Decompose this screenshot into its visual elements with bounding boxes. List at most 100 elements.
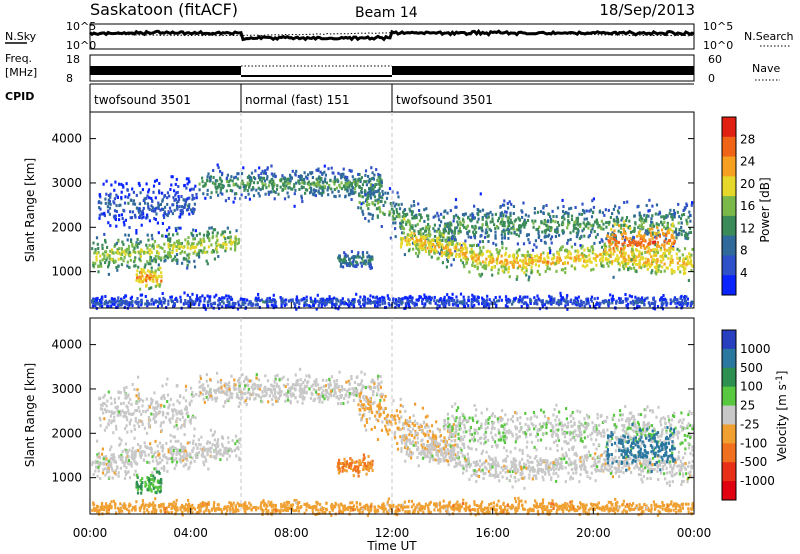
scatter-cell — [640, 256, 643, 260]
scatter-cell — [676, 301, 679, 305]
scatter-cell — [226, 451, 229, 455]
scatter-cell — [500, 260, 504, 264]
scatter-cell — [145, 483, 148, 486]
scatter-cell — [562, 229, 565, 233]
scatter-cell — [677, 233, 680, 237]
scatter-cell — [511, 261, 514, 265]
scatter-cell — [515, 277, 518, 281]
scatter-cell — [685, 233, 688, 237]
scatter-cell — [192, 234, 195, 238]
scatter-cell — [608, 248, 611, 252]
scatter-cell — [229, 295, 233, 299]
scatter-cell — [557, 302, 560, 306]
scatter-cell — [163, 455, 166, 459]
scatter-cell — [412, 200, 415, 204]
scatter-cell — [120, 247, 123, 251]
scatter-cell — [415, 236, 418, 240]
scatter-cell — [499, 205, 502, 209]
scatter-cell — [225, 246, 228, 250]
scatter-cell — [684, 231, 687, 235]
scatter-cell — [202, 184, 205, 188]
scatter-cell — [186, 259, 189, 263]
scatter-cell — [643, 213, 646, 217]
scatter-cell — [643, 264, 646, 268]
scatter-cell — [288, 181, 291, 185]
scatter-cell — [243, 297, 246, 301]
scatter-cell — [135, 241, 138, 245]
scatter-cell — [246, 298, 249, 302]
scatter-cell — [169, 295, 172, 299]
scatter-cell — [679, 217, 683, 221]
scatter-cell — [125, 299, 128, 303]
scatter-cell — [183, 205, 186, 209]
scatter-cell — [108, 299, 111, 303]
scatter-cell — [237, 300, 240, 304]
scatter-cell — [400, 219, 403, 223]
scatter-cell — [399, 221, 402, 225]
scatter-cell — [276, 184, 279, 188]
scatter-cell — [201, 239, 204, 243]
scatter-cell — [228, 300, 231, 304]
scatter-cell — [490, 300, 493, 304]
scatter-cell — [160, 481, 163, 485]
scatter-cell — [315, 168, 318, 172]
scatter-cell — [418, 209, 421, 212]
scatter-cell — [140, 482, 143, 486]
scatter-cell — [462, 256, 465, 260]
scatter-cell — [191, 193, 194, 197]
scatter-cell — [190, 187, 193, 191]
scatter-cell — [433, 299, 436, 303]
scatter-cell — [254, 169, 257, 173]
scatter-cell — [466, 224, 469, 228]
scatter-cell — [473, 204, 476, 208]
scatter-cell — [323, 303, 326, 307]
scatter-cell — [175, 205, 179, 209]
scatter-cell — [323, 298, 326, 302]
scatter-cell — [413, 240, 416, 244]
scatter-cell — [625, 224, 628, 228]
scatter-cell — [411, 296, 414, 300]
scatter-cell — [337, 171, 340, 175]
scatter-cell — [451, 242, 454, 246]
scatter-cell — [666, 231, 669, 235]
scatter-cell — [588, 257, 591, 261]
scatter-cell — [609, 293, 612, 297]
scatter-cell — [439, 298, 442, 302]
scatter-cell — [154, 275, 157, 278]
scatter-cell — [454, 246, 458, 250]
scatter-cell — [446, 236, 449, 240]
scatter-cell — [399, 236, 403, 240]
scatter-cell — [157, 274, 160, 278]
scatter-cell — [450, 263, 453, 267]
scatter-cell — [146, 215, 149, 219]
scatter-cell — [151, 482, 154, 486]
scatter-cell — [521, 260, 524, 263]
scatter-cell — [377, 172, 380, 176]
scatter-cell — [622, 267, 626, 271]
scatter-cell — [560, 248, 563, 252]
scatter-cell — [576, 301, 579, 304]
scatter-cell — [419, 235, 423, 238]
scatter-cell — [342, 265, 345, 269]
scatter-cell — [576, 233, 579, 237]
scatter-cell — [368, 298, 371, 302]
scatter-cell — [145, 446, 148, 450]
scatter-cell — [240, 193, 243, 197]
scatter-cell — [470, 235, 473, 239]
scatter-cell — [268, 300, 271, 303]
scatter-cell — [522, 242, 526, 246]
scatter-cell — [120, 213, 123, 217]
scatter-cell — [392, 211, 395, 215]
scatter-cell — [147, 262, 150, 266]
scatter-cell — [545, 299, 548, 303]
scatter-cell — [350, 250, 353, 254]
scatter-cell — [170, 209, 173, 213]
scatter-cell — [644, 219, 647, 223]
scatter-cell — [504, 295, 508, 299]
scatter-cell — [593, 230, 596, 233]
scatter-cell — [402, 231, 405, 235]
scatter-cell — [366, 301, 370, 305]
scatter-cell — [640, 219, 643, 223]
scatter-cell — [183, 183, 186, 187]
